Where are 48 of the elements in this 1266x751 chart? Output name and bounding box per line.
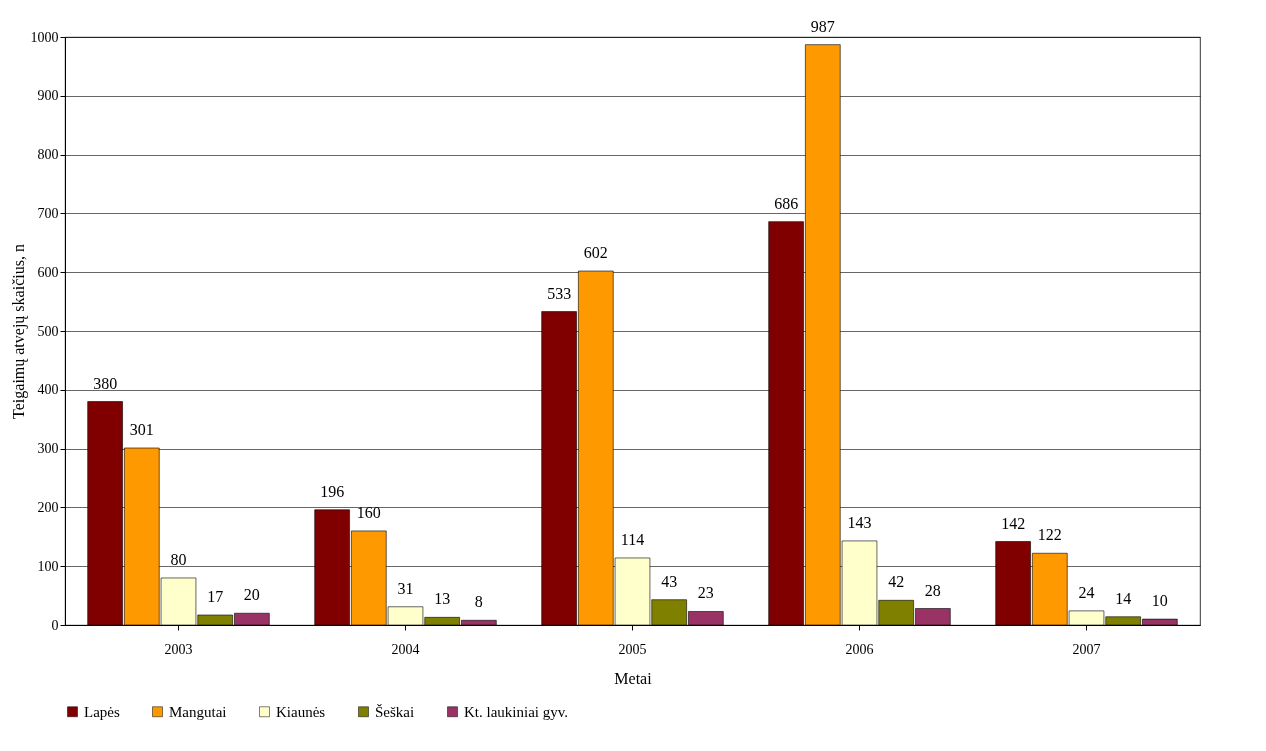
legend-label: Kt. laukiniai gyv. (464, 703, 569, 720)
data-label: 43 (661, 572, 678, 590)
y-tick-label: 800 (37, 147, 59, 163)
x-axis-title: Metai (614, 669, 653, 687)
data-label: 10 (1151, 592, 1168, 610)
x-tick-label: 2007 (1072, 641, 1101, 657)
y-tick-label: 600 (37, 264, 59, 280)
y-axis-title: Teigaimų atvejų skaičius, n (9, 244, 28, 419)
data-label: 80 (170, 550, 187, 568)
x-tick-label: 2005 (618, 641, 647, 657)
data-label: 28 (924, 581, 941, 599)
y-tick-label: 100 (37, 558, 59, 574)
data-label: 301 (129, 421, 154, 439)
x-tick-label: 2003 (164, 641, 193, 657)
y-tick-label: 400 (37, 382, 59, 398)
y-tick-label: 700 (37, 205, 59, 221)
legend-label: Kiaunės (276, 703, 326, 720)
data-label: 8 (474, 593, 483, 611)
y-tick-label: 0 (51, 617, 59, 633)
y-tick-label: 200 (37, 499, 59, 515)
data-label: 13 (434, 590, 451, 608)
data-label: 42 (888, 573, 905, 591)
y-tick-label: 1000 (30, 29, 59, 45)
legend-label: Šeškai (375, 703, 415, 720)
x-tick-label: 2004 (391, 641, 420, 657)
y-tick-label: 300 (37, 441, 59, 457)
data-label: 24 (1078, 583, 1095, 601)
y-tick-label: 900 (37, 88, 59, 104)
data-label: 380 (93, 374, 118, 392)
data-label: 602 (583, 244, 608, 262)
data-label: 533 (547, 284, 572, 302)
data-label: 114 (620, 530, 645, 548)
data-label: 14 (1115, 589, 1132, 607)
data-label: 122 (1037, 526, 1062, 544)
x-tick-label: 2006 (845, 641, 874, 657)
data-label: 987 (810, 17, 835, 35)
data-label: 160 (356, 503, 381, 521)
legend-label: Lapės (84, 703, 120, 720)
y-tick-label: 500 (37, 323, 59, 339)
data-label: 20 (243, 586, 260, 604)
data-label: 31 (397, 579, 414, 597)
data-label: 17 (207, 588, 224, 605)
data-label: 23 (697, 584, 714, 602)
legend-label: Mangutai (169, 703, 227, 720)
data-label: 196 (320, 482, 345, 500)
data-label: 686 (774, 194, 799, 212)
data-label: 142 (1001, 514, 1026, 532)
data-label: 143 (847, 513, 872, 531)
